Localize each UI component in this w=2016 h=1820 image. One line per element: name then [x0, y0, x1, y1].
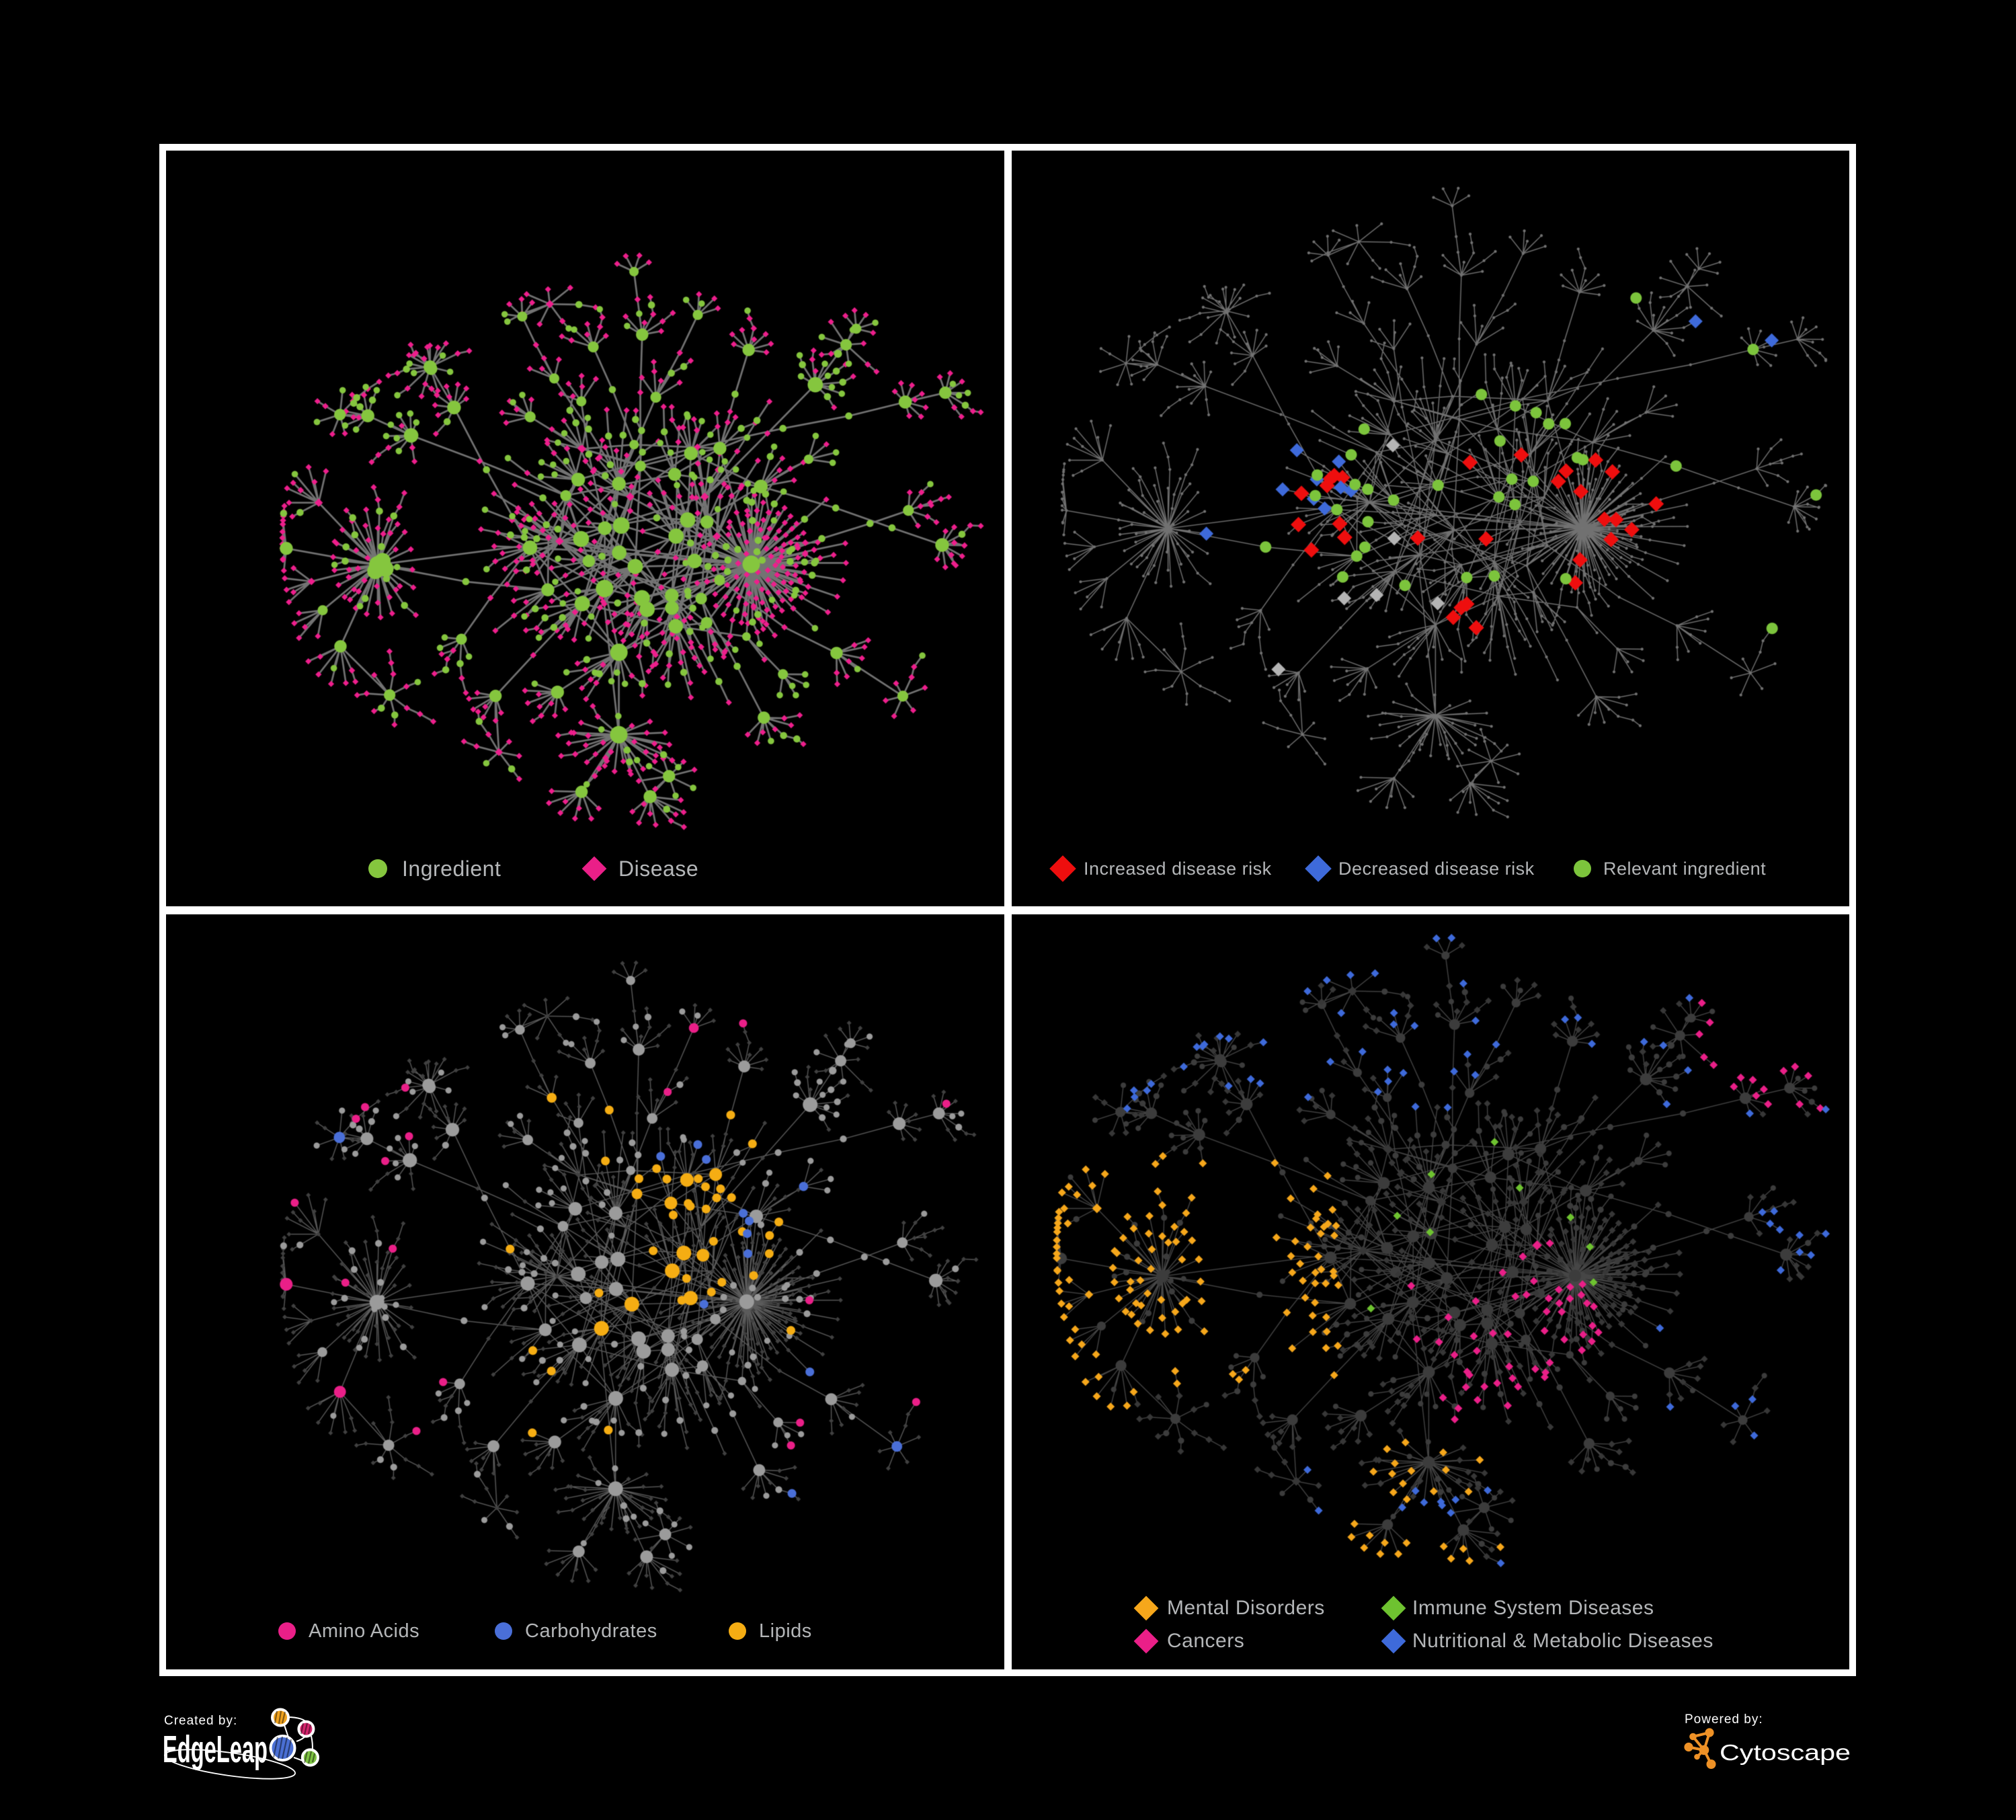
svg-text:Created by:: Created by: — [164, 1714, 237, 1728]
svg-text:Powered by:: Powered by: — [1685, 1712, 1763, 1727]
svg-text:Cytoscape: Cytoscape — [1720, 1740, 1851, 1765]
